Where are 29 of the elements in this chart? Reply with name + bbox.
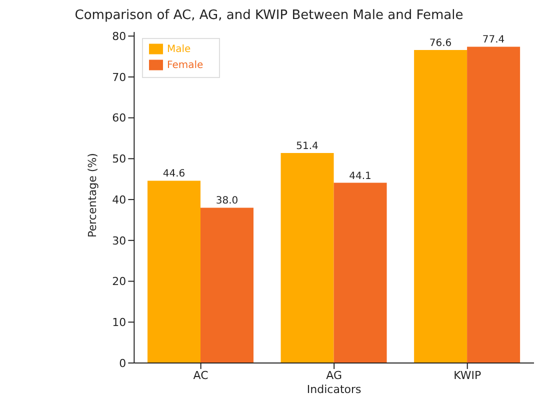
bar [334, 182, 387, 363]
y-tick-label: 0 [119, 356, 126, 370]
bar [414, 50, 468, 363]
bar [467, 46, 520, 363]
x-axis-title: Indicators [306, 383, 362, 396]
x-tick-label: AC [193, 368, 209, 382]
data-label: 51.4 [296, 140, 318, 152]
y-tick-label: 70 [112, 70, 126, 84]
legend-label: Male [167, 44, 191, 55]
y-tick-label: 20 [112, 275, 126, 288]
y-tick-label: 50 [112, 152, 126, 166]
data-label: 77.4 [482, 34, 505, 46]
y-tick-label: 30 [112, 234, 126, 248]
x-tick-label: KWIP [454, 368, 482, 382]
y-axis-title: Percentage (%) [86, 153, 100, 238]
bar [148, 180, 200, 363]
y-tick-label: 10 [112, 316, 126, 330]
legend-label: Female [167, 60, 204, 71]
data-label: 76.6 [429, 38, 452, 49]
data-label: 44.1 [349, 170, 372, 182]
data-label: 38.0 [216, 196, 238, 207]
chart-title: Comparison of AC, AG, and KWIP Between Male and Female [74, 8, 464, 23]
y-tick-label: 60 [112, 112, 126, 125]
y-tick-label: 80 [112, 30, 126, 43]
bar [280, 152, 334, 363]
y-tick-label: 40 [112, 193, 126, 206]
x-tick-label: AG [326, 368, 342, 382]
data-label: 44.6 [162, 168, 186, 180]
bar [200, 208, 254, 363]
